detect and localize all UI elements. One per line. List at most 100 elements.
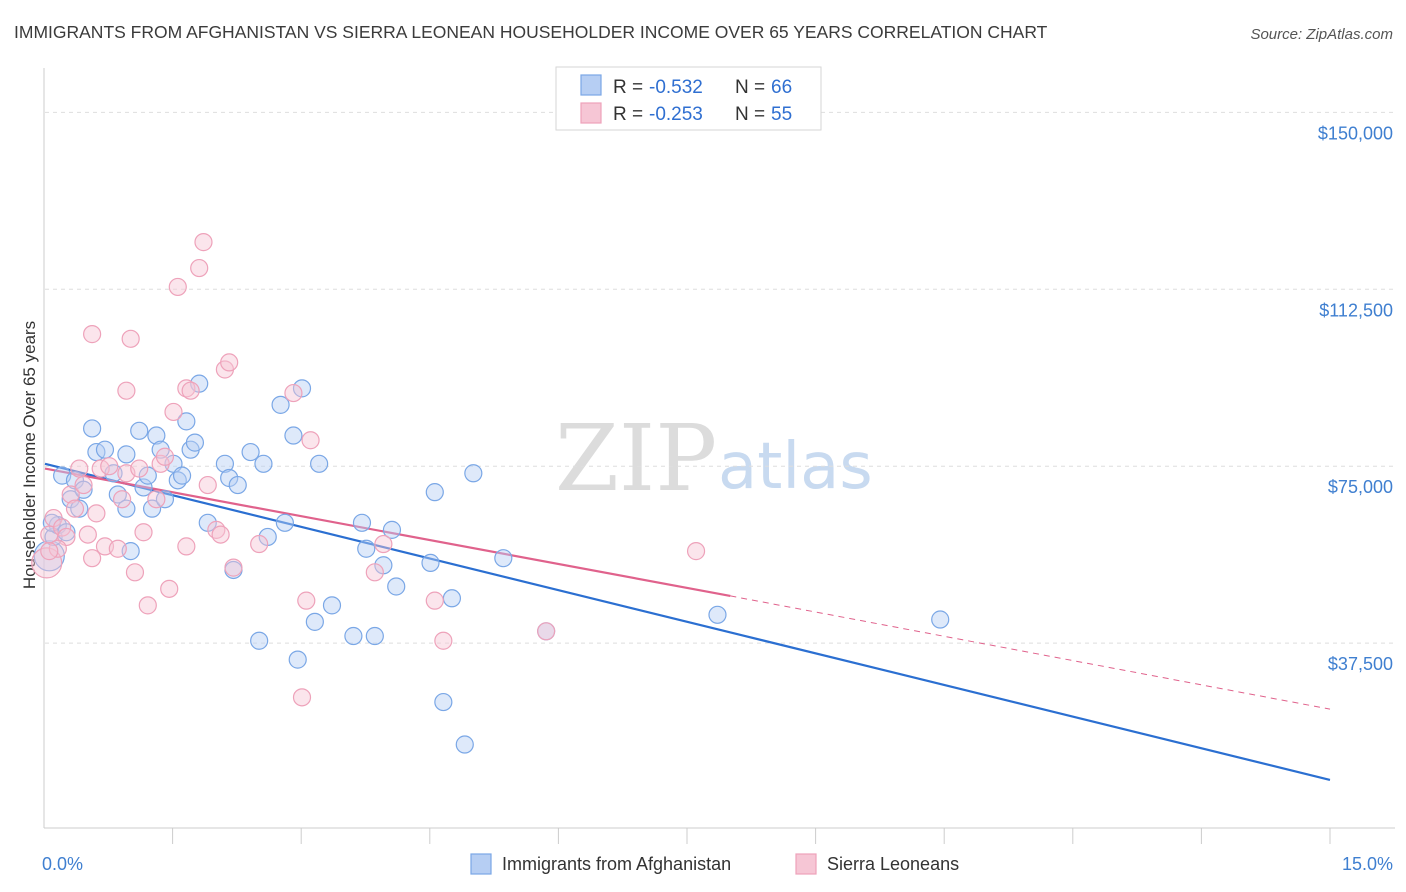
point-afghanistan [271,395,290,414]
point-afghanistan [305,612,324,631]
point-sierra-leone [40,542,59,561]
legend-n-label-1: N = [735,77,765,98]
legend-n-label-2: N = [735,104,765,125]
legend-swatch-afghanistan [580,74,602,96]
point-sierra-leone [117,381,136,400]
point-sierra-leone [198,475,217,495]
x-tick-label-max: 15.0% [1342,854,1393,874]
point-afghanistan [322,596,342,615]
point-sierra-leone [292,688,312,707]
trend-line-afghanistan [44,462,1331,781]
y-tick-label: $112,500 [1319,300,1393,320]
point-afghanistan [442,589,462,608]
point-sierra-leone [138,596,157,615]
point-afghanistan [70,499,89,518]
point-afghanistan [185,433,205,452]
watermark-atlas: atlas [718,430,873,504]
point-afghanistan [215,454,234,473]
legend-swatch-sierra-leone [580,102,602,124]
point-afghanistan [365,626,384,646]
y-tick-label: $150,000 [1318,123,1393,143]
x-tick-label-min: 0.0% [42,854,83,874]
point-sierra-leone [220,353,239,372]
point-afghanistan [284,426,303,445]
point-afghanistan [254,454,273,473]
point-sierra-leone [374,534,393,554]
point-sierra-leone [83,549,102,568]
point-sierra-leone [250,534,269,554]
point-afghanistan [292,379,312,398]
point-afghanistan [931,610,950,629]
y-axis-label: Householder Income Over 65 years [20,321,39,589]
bottom-legend-swatch-afghanistan [470,853,492,875]
legend-r-value-2: -0.253 [649,104,703,125]
point-sierra-leone [434,631,453,650]
point-afghanistan [310,454,329,473]
correlation-legend: R = -0.532 N = 66 R = -0.253 N = 55 [555,66,822,131]
series-legend: Immigrants from Afghanistan Sierra Leone… [470,853,959,875]
point-sierra-leone [65,499,85,518]
point-afghanistan [83,419,102,438]
point-afghanistan [134,478,153,497]
point-afghanistan [344,626,363,646]
point-sierra-leone [147,490,166,509]
point-sierra-leone [297,591,316,610]
point-sierra-leone [70,459,89,478]
point-sierra-leone [425,591,444,610]
point-afghanistan [172,466,192,485]
point-afghanistan [117,499,136,518]
point-afghanistan [250,631,269,650]
watermark-zip: ZIP [555,405,717,512]
trend-line-sierra-leone-extrapolated [730,595,1331,710]
y-tick-label: $75,000 [1328,477,1393,497]
legend-r-label-2: R = [613,104,643,125]
gridlines [45,111,1395,644]
point-sierra-leone [125,563,145,582]
point-sierra-leone [284,383,303,403]
bottom-legend-swatch-sierra-leone [795,853,817,875]
legend-n-value-1: 66 [771,77,792,98]
point-sierra-leone [168,277,187,297]
point-afghanistan [117,445,136,464]
y-tick-labels: $37,500 $75,000 $112,500 $150,000 [1318,123,1393,674]
legend-r-label-1: R = [613,77,643,98]
point-afghanistan [352,513,372,532]
point-sierra-leone [31,547,63,579]
point-sierra-leone [164,402,183,422]
point-afghanistan [147,426,166,445]
point-sierra-leone [112,490,132,509]
trend-lines [44,462,1331,781]
point-sierra-leone [301,431,320,450]
point-sierra-leone [78,525,97,544]
point-afghanistan [434,692,453,712]
point-afghanistan [357,539,376,558]
point-sierra-leone [87,504,106,523]
point-afghanistan [382,520,402,539]
point-sierra-leone [224,558,243,577]
point-afghanistan [494,549,513,568]
axes [43,68,1395,844]
point-sierra-leone [211,525,230,544]
bottom-legend-label-sierra-leone: Sierra Leoneans [827,854,959,874]
point-afghanistan [228,475,247,495]
point-sierra-leone [74,475,93,495]
legend-r-value-1: -0.532 [649,77,703,98]
point-sierra-leone [108,539,127,558]
point-sierra-leone [83,325,102,344]
point-afghanistan [464,464,483,483]
point-afghanistan [387,577,406,596]
point-sierra-leone [61,485,80,504]
point-sierra-leone [130,459,149,478]
scatter-points [31,233,950,754]
trend-line-sierra-leone [44,467,731,598]
legend-n-value-2: 55 [771,104,792,125]
point-sierra-leone [365,563,384,582]
point-afghanistan [142,499,162,518]
point-sierra-leone [177,537,196,556]
point-afghanistan [275,513,294,532]
point-sierra-leone [181,381,200,400]
point-sierra-leone [121,329,140,348]
chart-title: IMMIGRANTS FROM AFGHANISTAN VS SIERRA LE… [14,22,1048,42]
point-sierra-leone [190,258,209,278]
